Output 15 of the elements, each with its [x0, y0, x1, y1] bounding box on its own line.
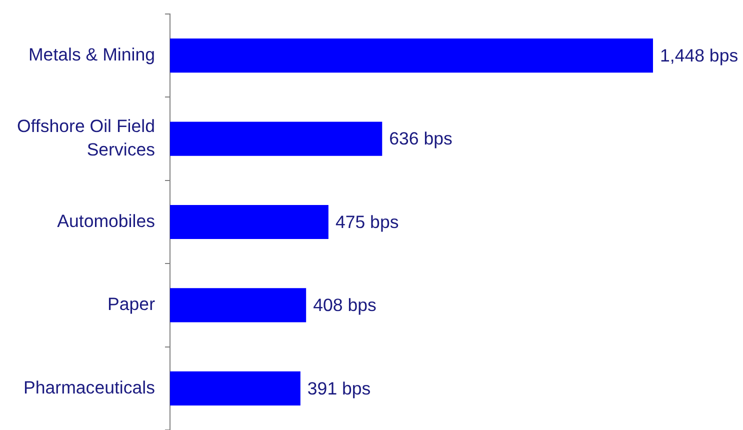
- bar: [170, 204, 328, 240]
- bar: [170, 122, 382, 156]
- data-label: 408 bps: [313, 295, 376, 316]
- y-tick-label: Metals & Mining: [28, 44, 155, 64]
- y-tick-label: Automobiles: [57, 210, 156, 231]
- y-tick-label: Offshore Oil Field Services: [16, 116, 156, 160]
- y-tick-label: Pharmaceuticals: [24, 377, 156, 398]
- data-label: 391 bps: [307, 378, 371, 398]
- data-label: 475 bps: [335, 212, 399, 232]
- data-label: 636 bps: [389, 128, 453, 149]
- bar: [170, 371, 300, 406]
- bar: [170, 38, 653, 73]
- y-tick-label: Paper: [108, 294, 156, 314]
- bar: [170, 288, 306, 322]
- data-label: 1,448 bps: [660, 46, 738, 66]
